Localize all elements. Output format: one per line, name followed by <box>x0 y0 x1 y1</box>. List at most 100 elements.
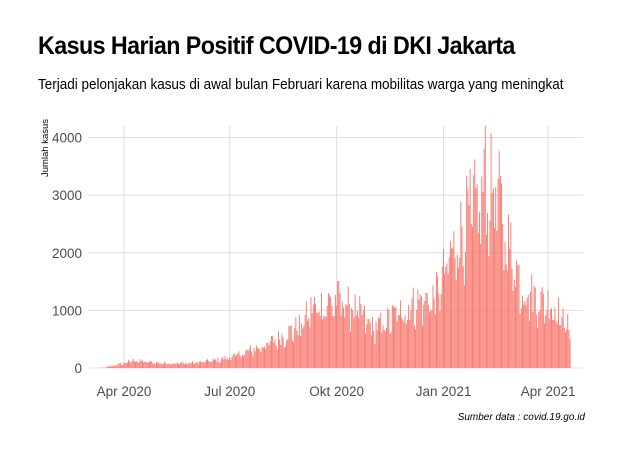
daily-case-bar <box>465 251 466 368</box>
daily-case-bar <box>173 363 175 368</box>
y-tick-label: 0 <box>74 361 82 376</box>
daily-case-bar <box>463 285 465 368</box>
daily-case-bar <box>259 349 261 368</box>
daily-case-bar <box>132 358 134 368</box>
daily-case-bar <box>129 361 131 368</box>
daily-case-bar <box>523 304 525 368</box>
daily-case-bar <box>468 205 470 368</box>
daily-case-bar <box>526 297 528 368</box>
daily-case-bar <box>155 362 157 368</box>
daily-case-bar <box>439 311 441 368</box>
daily-case-bar <box>391 305 393 368</box>
daily-case-bar <box>343 307 344 368</box>
daily-case-bar <box>218 362 220 368</box>
daily-case-bar <box>207 359 209 368</box>
daily-case-bar <box>217 357 219 368</box>
daily-case-bar <box>330 296 332 368</box>
daily-case-bar <box>180 362 182 368</box>
daily-case-bar <box>379 318 380 368</box>
daily-case-bar <box>287 339 289 368</box>
daily-case-bar <box>485 234 487 368</box>
daily-case-bar <box>427 304 429 368</box>
daily-case-bar <box>404 315 406 368</box>
daily-case-bar <box>316 312 318 368</box>
daily-case-bar <box>158 362 160 368</box>
daily-case-bar <box>350 331 351 368</box>
daily-case-bar <box>395 306 397 368</box>
daily-case-bar <box>437 276 439 368</box>
axis-labels: 0 1000 2000 3000 4000 Apr 2020 Jul 2020 Okt 202… <box>52 131 576 399</box>
daily-case-bar <box>193 363 195 368</box>
daily-case-bar <box>114 365 116 368</box>
daily-case-bar <box>469 169 471 368</box>
daily-case-bar <box>223 359 225 368</box>
daily-case-bar <box>472 227 473 368</box>
daily-case-bar <box>315 303 317 368</box>
daily-case-bar <box>272 335 274 368</box>
y-tick-label: 2000 <box>52 246 82 261</box>
y-tick-label: 3000 <box>52 188 82 203</box>
daily-case-bar <box>521 295 523 368</box>
daily-case-bar <box>294 328 296 368</box>
daily-case-bar <box>258 348 260 368</box>
daily-case-bar <box>111 365 113 368</box>
daily-case-bar <box>337 281 339 368</box>
daily-case-bar <box>323 315 325 368</box>
y-tick-label: 1000 <box>52 303 82 318</box>
daily-case-bar <box>542 293 544 368</box>
daily-case-bar <box>108 366 110 368</box>
daily-case-bar <box>358 317 360 368</box>
daily-case-bar <box>422 325 423 368</box>
daily-case-bar <box>433 299 435 368</box>
daily-case-bar <box>228 360 229 368</box>
daily-case-bar <box>262 348 264 368</box>
daily-case-bar <box>196 361 198 368</box>
daily-case-bar <box>504 242 506 368</box>
daily-case-bar <box>359 296 361 368</box>
daily-case-bar <box>188 362 190 368</box>
daily-case-bar <box>541 287 543 368</box>
daily-case-bar <box>519 313 521 368</box>
daily-case-bar <box>314 296 315 368</box>
daily-case-bar <box>237 353 239 368</box>
daily-case-bar <box>454 258 456 368</box>
daily-case-bar <box>440 294 442 368</box>
daily-case-bar <box>172 363 174 368</box>
x-tick-label: Okt 2020 <box>309 384 364 399</box>
daily-case-bar <box>143 362 145 368</box>
daily-case-bar <box>308 318 310 368</box>
daily-case-bar <box>324 316 326 368</box>
daily-case-bar <box>413 325 415 368</box>
daily-case-bar <box>277 330 279 368</box>
daily-case-bar <box>511 268 513 368</box>
daily-case-bar <box>420 296 422 368</box>
daily-case-bar <box>291 340 293 368</box>
daily-case-bar <box>126 362 128 368</box>
daily-case-bar <box>332 316 334 368</box>
daily-case-bar <box>250 345 252 368</box>
daily-case-bar <box>254 351 256 368</box>
daily-case-bar <box>447 274 449 368</box>
daily-case-bar <box>154 364 156 368</box>
daily-case-bar <box>160 363 162 368</box>
daily-case-bar <box>215 359 217 368</box>
daily-case-bar <box>501 183 502 368</box>
daily-case-bar <box>473 175 475 368</box>
daily-case-bar <box>198 361 200 368</box>
daily-case-bar <box>133 361 135 368</box>
daily-case-bar <box>341 301 343 368</box>
daily-case-bar <box>351 308 353 368</box>
daily-case-bar <box>275 345 277 368</box>
daily-case-bar <box>236 354 238 368</box>
daily-case-bar <box>210 362 212 368</box>
daily-case-bar <box>368 319 370 368</box>
daily-case-bar <box>331 305 333 368</box>
daily-case-bar <box>122 364 124 368</box>
daily-case-bar <box>534 287 536 368</box>
daily-case-bar <box>179 364 181 368</box>
daily-case-bar <box>273 342 275 368</box>
daily-case-bar <box>416 309 418 368</box>
daily-case-bar <box>187 363 189 368</box>
daily-case-bar <box>446 263 448 368</box>
